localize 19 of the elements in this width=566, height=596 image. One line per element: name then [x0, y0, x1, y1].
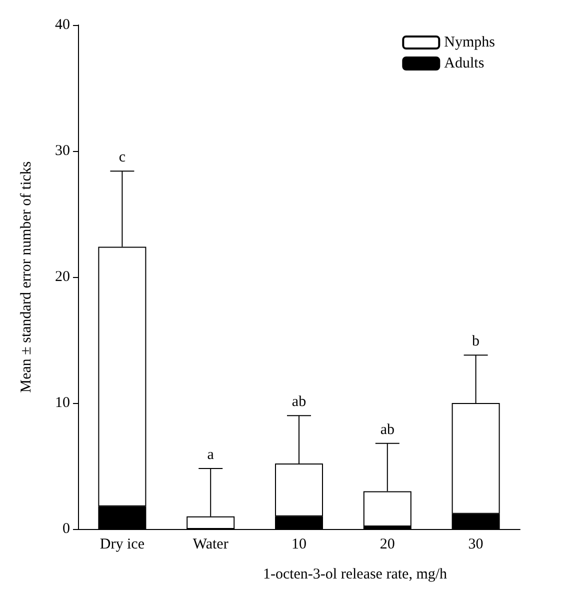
x-axis-title: 1-octen-3-ol release rate, mg/h: [262, 566, 448, 582]
y-axis-title: Mean ± standard error number of ticks: [18, 161, 34, 393]
annotation: ab: [292, 394, 306, 410]
annotation: ab: [380, 422, 394, 438]
x-tick-label: 20: [380, 536, 395, 552]
x-tick-label: Dry ice: [100, 536, 145, 552]
legend-label: Nymphs: [444, 34, 496, 50]
y-tick-label: 30: [55, 143, 70, 159]
y-tick-label: 40: [55, 17, 70, 33]
annotation: a: [207, 447, 214, 464]
y-tick-label: 10: [55, 395, 70, 411]
x-tick-label: 30: [468, 536, 484, 552]
x-tick-label: 10: [292, 536, 306, 552]
x-tick-label: Water: [192, 536, 228, 552]
annotation: b: [472, 334, 480, 350]
legend-label: Adults: [444, 56, 484, 72]
y-tick-label: 20: [55, 269, 70, 285]
y-tick-label: 0: [62, 521, 70, 537]
annotation: c: [118, 150, 126, 166]
